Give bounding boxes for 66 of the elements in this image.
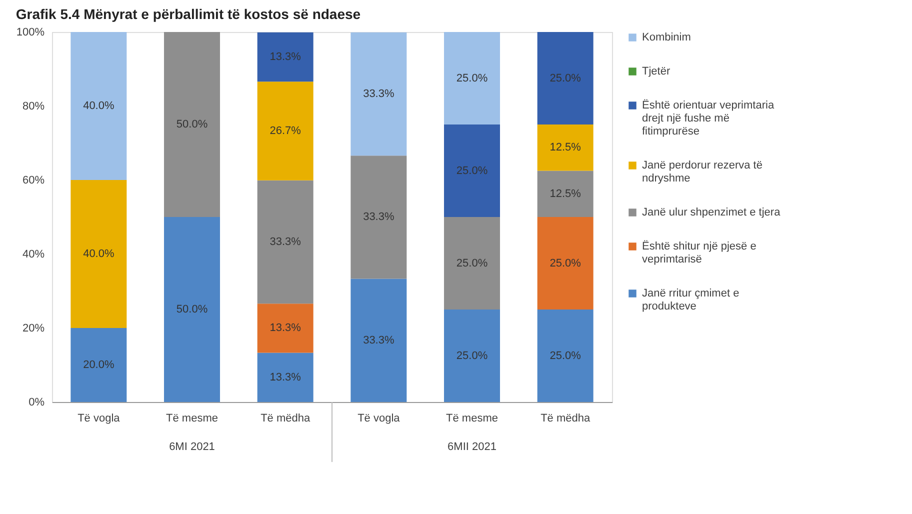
x-tick-label: Të vogla — [358, 412, 401, 424]
bar — [257, 352, 314, 402]
data-label: 26.7% — [270, 124, 302, 137]
bar — [350, 156, 407, 279]
legend-label: Janë rritur çmimet e produkteve — [642, 288, 740, 312]
bar — [444, 124, 500, 217]
bar — [257, 180, 314, 304]
x-tick-label: Të vogla — [78, 412, 121, 424]
legend-label: Tjetër — [642, 66, 670, 78]
data-label: 25.0% — [456, 72, 488, 84]
text: 6MI 2021 — [169, 441, 215, 453]
data-label: 40.0% — [83, 248, 114, 260]
data-label: 25.0% — [550, 72, 582, 84]
bar — [257, 304, 314, 353]
legend-label: Janë ulur shpenzimet e tjera — [642, 206, 782, 218]
data-label: 20.0% — [83, 359, 114, 371]
bar — [537, 310, 594, 402]
data-label: 13.3% — [270, 371, 302, 384]
x-tick-label: Të mesme — [446, 412, 498, 424]
legend-label: Është orientuar veprimtaria drejt një fushe më fitimprurëse — [642, 98, 775, 138]
x-tick-label: Të mëdha — [260, 412, 311, 424]
bar — [70, 328, 127, 402]
data-label: 25.0% — [456, 164, 488, 177]
data-label: 33.3% — [363, 334, 394, 346]
y-tick-label: 40% — [22, 248, 45, 260]
data-label: 50.0% — [176, 304, 208, 316]
data-label: 33.3% — [363, 211, 394, 224]
data-label: 25.0% — [550, 257, 582, 270]
bar — [537, 170, 594, 217]
y-tick-label: 80% — [22, 100, 45, 112]
data-label: 25.0% — [456, 257, 488, 270]
y-tick-label: 100% — [16, 26, 45, 38]
data-label: 12.5% — [550, 142, 582, 154]
bar — [444, 310, 500, 402]
bar — [70, 180, 127, 328]
legend-label: Janë perdorur rezerva të ndryshme — [642, 160, 762, 184]
bar — [257, 32, 314, 82]
bar — [537, 217, 594, 310]
bar — [70, 32, 127, 180]
bar — [444, 32, 500, 124]
data-label: 13.3% — [270, 322, 302, 334]
y-tick-label: 20% — [22, 322, 45, 334]
chart-title: Grafik 5.4 Mënyrat e përballimit të kostos së ndaese — [16, 6, 361, 22]
data-label: 25.0% — [550, 350, 582, 362]
data-label: 12.5% — [550, 188, 582, 200]
bar — [444, 217, 500, 310]
bar — [350, 278, 407, 402]
x-tick-label: Të mëdha — [540, 412, 591, 424]
data-label: 25.0% — [456, 350, 488, 362]
data-label: 40.0% — [83, 100, 114, 112]
bar — [164, 32, 220, 217]
data-label: 33.3% — [270, 236, 302, 248]
bar — [350, 32, 407, 156]
bar — [164, 217, 220, 402]
data-label: 33.3% — [363, 88, 394, 100]
text: 6MII 2021 — [448, 441, 496, 453]
bar — [537, 32, 594, 124]
legend-label: Kombinim — [642, 32, 691, 44]
x-tick-label: Të mesme — [166, 412, 218, 424]
y-tick-label: 0% — [28, 396, 45, 408]
bar — [537, 124, 594, 171]
legend-label: Është shitur një pjesë e veprimtarisë — [642, 240, 756, 266]
data-label: 13.3% — [270, 50, 302, 63]
y-tick-label: 60% — [22, 174, 45, 186]
bar — [257, 82, 314, 180]
data-label: 50.0% — [176, 118, 208, 130]
